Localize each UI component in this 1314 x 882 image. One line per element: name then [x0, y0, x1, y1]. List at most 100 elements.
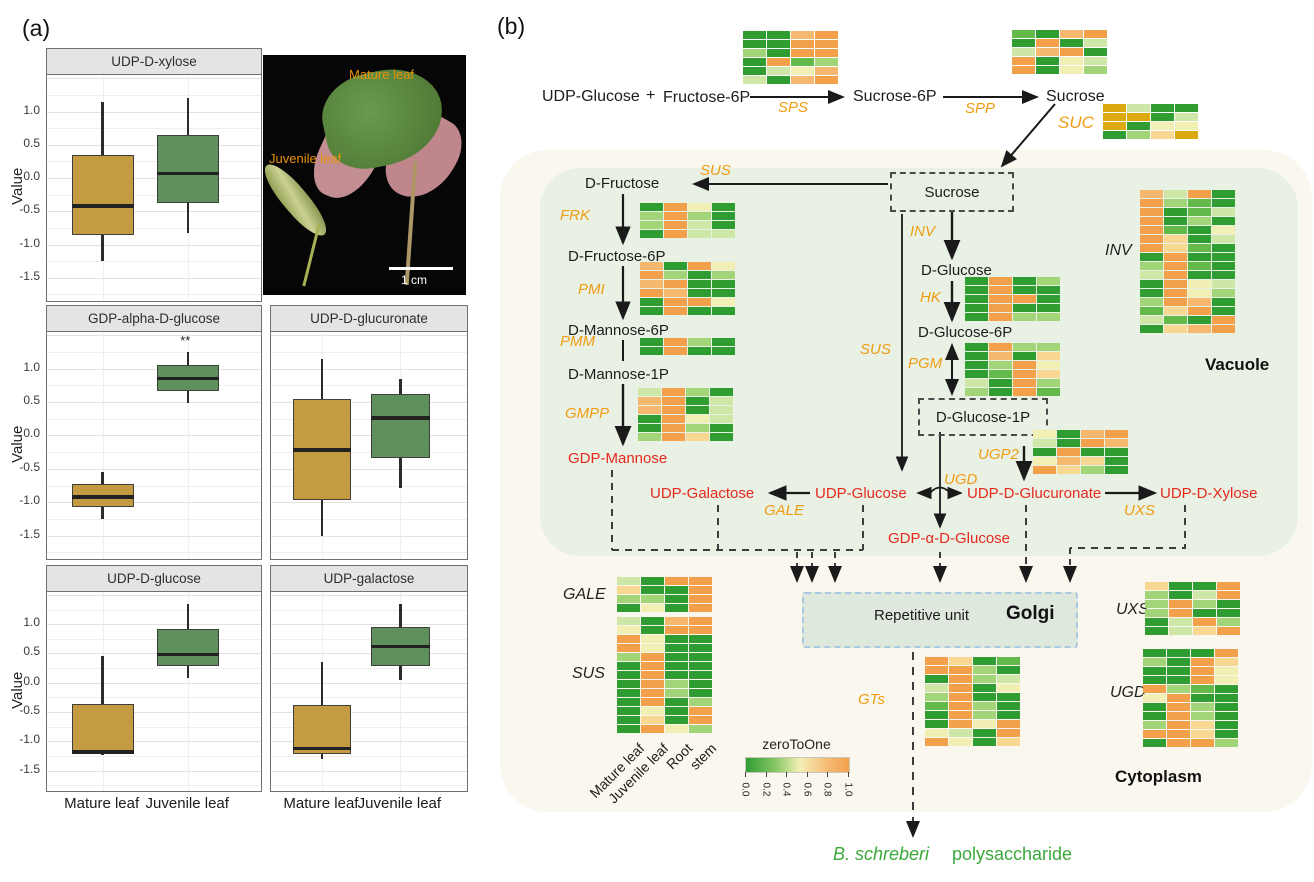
- heatmap-cell: [689, 716, 712, 724]
- median-line: [157, 171, 220, 176]
- heatmap-cell: [1164, 217, 1187, 225]
- heatmap-cell: [664, 347, 687, 355]
- gridline: [271, 418, 467, 420]
- legend-tick-label: 0.6: [801, 782, 813, 797]
- heatmap-cell: [973, 684, 996, 692]
- heatmap-cell: [1151, 104, 1174, 112]
- heatmap-cell: [1013, 352, 1036, 360]
- heatmap-cell: [1167, 676, 1190, 684]
- gridline: [271, 668, 467, 670]
- heatmap-cell: [1175, 122, 1198, 130]
- heatmap-cell: [1140, 226, 1163, 234]
- heatmap-cell: [1188, 325, 1211, 333]
- heatmap-cell: [1037, 277, 1060, 285]
- metabolite-udp-d-xylose: UDP-D-Xylose: [1160, 485, 1258, 502]
- heatmap-cell: [743, 76, 766, 84]
- legend-tick-mark: [827, 772, 829, 777]
- heatmap-cell: [1105, 439, 1128, 447]
- heatmap-cell: [1140, 316, 1163, 324]
- enzyme-ugp2: UGP2: [978, 446, 1019, 463]
- heatmap-cell: [925, 702, 948, 710]
- heatmap-cell: [997, 666, 1020, 674]
- metabolite-udp-galactose: UDP-Galactose: [650, 485, 755, 502]
- metabolite-sucrose-6p: Sucrose-6P: [853, 88, 937, 105]
- juvenile-leaf-label: Juvenile leaf: [269, 151, 342, 166]
- heatmap-cell: [641, 577, 664, 585]
- heatmap-cell: [1012, 39, 1035, 47]
- heatmap-cell: [712, 280, 735, 288]
- heatmap-cell: [1188, 298, 1211, 306]
- heatmap-cell: [1143, 667, 1166, 675]
- heatmap-cell: [1193, 600, 1216, 608]
- heatmap-cell: [1164, 199, 1187, 207]
- y-tick-label: 0.5: [23, 135, 40, 150]
- heatmap-cell: [1105, 457, 1128, 465]
- gridline: [47, 741, 261, 743]
- legend-tick-mark: [848, 772, 849, 777]
- heatmap-cell: [665, 577, 688, 585]
- heatmap-cell: [617, 586, 640, 594]
- heatmap-cell: [1033, 457, 1056, 465]
- heatmap-cell: [617, 577, 640, 585]
- heatmap-cell: [638, 415, 661, 423]
- heatmap-cell: [997, 720, 1020, 728]
- gridline: [47, 244, 261, 246]
- heatmap-cell: [791, 76, 814, 84]
- heatmap-cell: [1060, 39, 1083, 47]
- heatmap-cell: [791, 58, 814, 66]
- heatmap-GALE-tissues: [617, 577, 712, 612]
- heatmap-cell: [965, 343, 988, 351]
- legend-tick-mark: [806, 772, 808, 777]
- gridline: [47, 755, 261, 757]
- heatmap-cell: [1188, 280, 1211, 288]
- heatmap-cell: [617, 671, 640, 679]
- heatmap-cell: [925, 720, 948, 728]
- heatmap-cell: [1143, 721, 1166, 729]
- gridline: [47, 161, 261, 163]
- heatmap-cell: [664, 338, 687, 346]
- heatmap-cell: [1013, 286, 1036, 294]
- heatmap-cell: [989, 277, 1012, 285]
- heatmap-cell: [617, 653, 640, 661]
- heatmap-cell: [965, 286, 988, 294]
- heatmap-cell: [1212, 235, 1235, 243]
- repetitive-unit-label: Repetitive unit: [874, 607, 970, 624]
- heatmap-label-sus: SUS: [572, 665, 605, 682]
- heatmap-cell: [949, 657, 972, 665]
- heatmap-cell: [1033, 439, 1056, 447]
- heatmap-cell: [712, 212, 735, 220]
- heatmap-cell: [1167, 667, 1190, 675]
- heatmap-cell: [1167, 712, 1190, 720]
- enzyme-pgm: PGM: [908, 355, 943, 372]
- heatmap-cell: [973, 657, 996, 665]
- heatmap-cell: [686, 433, 709, 441]
- heatmap-cell: [712, 289, 735, 297]
- heatmap-cell: [688, 221, 711, 229]
- heatmap-cell: [1164, 325, 1187, 333]
- heatmap-cell: [1140, 244, 1163, 252]
- heatmap-cell: [1036, 66, 1059, 74]
- heatmap-cell: [710, 424, 733, 432]
- heatmap-cell: [689, 586, 712, 594]
- gridline: [47, 518, 261, 520]
- heatmap-cell: [1167, 730, 1190, 738]
- boxplot-panel-0: UDP-D-xylose: [46, 48, 262, 302]
- heatmap-cell: [638, 397, 661, 405]
- heatmap-cell: [641, 662, 664, 670]
- heatmap-cell: [640, 262, 663, 270]
- boxplot-panel-2: UDP-D-glucuronate: [270, 305, 468, 560]
- enzyme-suc: SUC: [1058, 113, 1094, 132]
- legend-tick-label: 1.0: [842, 782, 854, 797]
- gridline: [271, 594, 467, 596]
- enzyme-inv: INV: [910, 223, 936, 240]
- heatmap-cell: [617, 626, 640, 634]
- heatmap-cell: [641, 680, 664, 688]
- gridline: [271, 741, 467, 743]
- gridline: [47, 144, 261, 146]
- metabolite-udp-d-glucuronate: UDP-D-Glucuronate: [967, 485, 1102, 502]
- metabolite-sucrose-box: Sucrose: [890, 172, 1014, 212]
- heatmap-cell: [688, 203, 711, 211]
- heatmap-cell: [1164, 262, 1187, 270]
- heatmap-cell: [1140, 289, 1163, 297]
- heatmap-cell: [689, 725, 712, 733]
